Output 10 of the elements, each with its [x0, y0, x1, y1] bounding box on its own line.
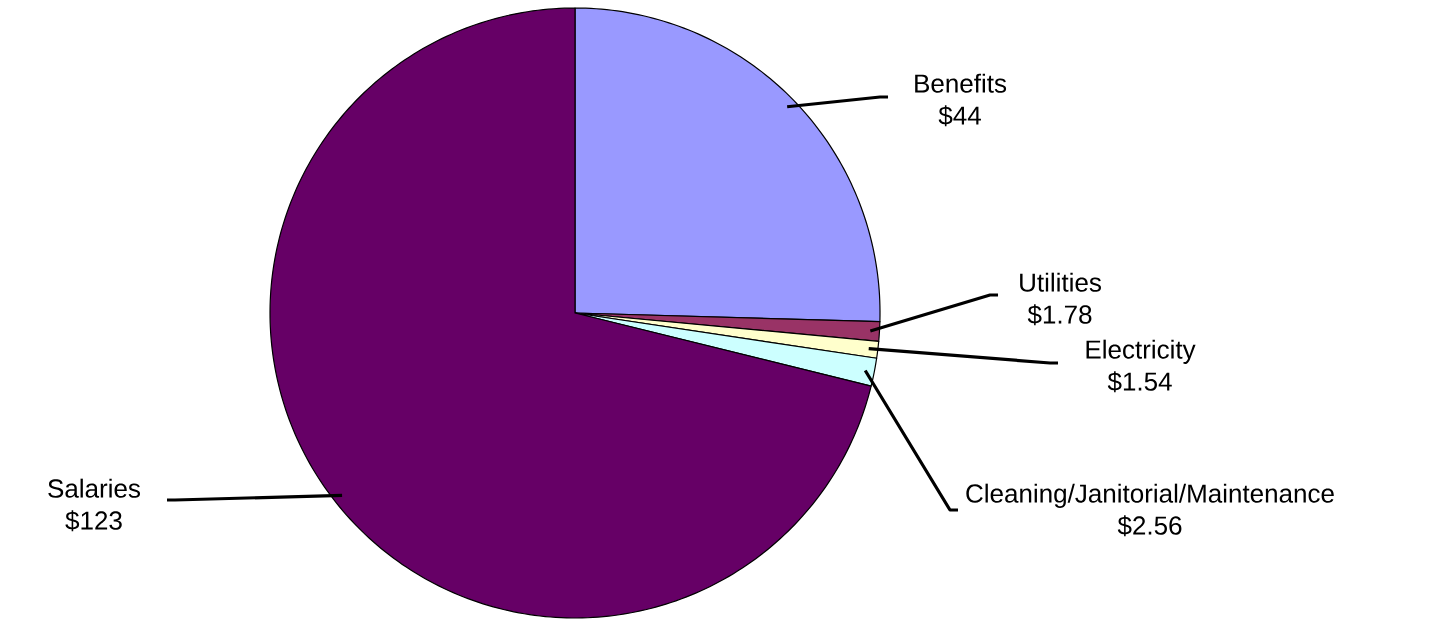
data-label: $44	[938, 105, 981, 127]
slice-label: Electricity	[1086, 339, 1196, 364]
slice-label: Cleaning/Janitorial/Maintenance	[966, 483, 1334, 508]
data-label: $2.56	[1117, 515, 1182, 537]
slice-label: Benefits	[915, 73, 1007, 93]
data-label: $123	[65, 510, 122, 532]
slice-label: Salaries	[48, 478, 140, 498]
slice-label: Utilities	[1020, 272, 1101, 292]
data-label: $1.54	[1107, 371, 1172, 393]
data-label: $1.78	[1027, 304, 1092, 326]
